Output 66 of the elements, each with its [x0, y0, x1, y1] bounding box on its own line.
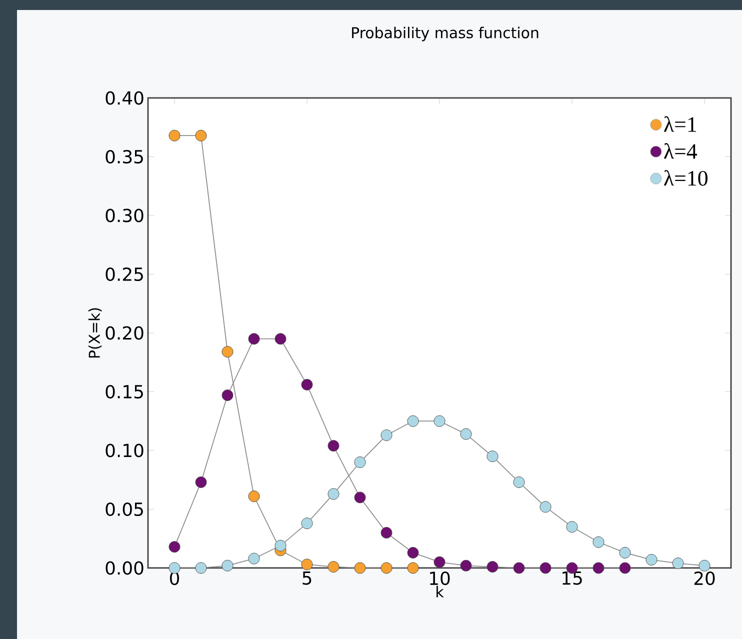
- x-tick-label: 5: [302, 572, 312, 585]
- point: [301, 518, 313, 530]
- y-tick-label: 0.40: [106, 91, 144, 105]
- point: [328, 440, 340, 452]
- y-tick-label: 0.15: [106, 384, 143, 399]
- point: [168, 130, 180, 142]
- point: [619, 562, 631, 574]
- y-tick-label: 0.35: [106, 150, 143, 164]
- legend-label: λ=10: [664, 170, 708, 186]
- chart-title: Probability mass function: [352, 26, 538, 42]
- point: [248, 333, 260, 345]
- x-tick-label: 20: [694, 572, 715, 586]
- point: [434, 415, 446, 427]
- point: [195, 130, 207, 142]
- point: [328, 561, 340, 573]
- point: [513, 476, 525, 488]
- point: [380, 526, 392, 538]
- point: [222, 560, 234, 572]
- y-tick-label: 0.30: [106, 208, 144, 222]
- point: [460, 428, 472, 440]
- point: [540, 562, 552, 574]
- point: [407, 562, 419, 574]
- point: [195, 562, 207, 574]
- point: [354, 456, 366, 468]
- x-axis-title: k: [436, 586, 444, 598]
- x-tick-label: 15: [562, 572, 582, 585]
- y-tick-label: 0.25: [106, 267, 143, 282]
- point: [380, 429, 392, 441]
- y-tick-label: 0.00: [106, 561, 144, 575]
- point: [407, 546, 419, 558]
- point: [328, 488, 340, 500]
- point: [195, 476, 207, 488]
- point: [248, 490, 260, 502]
- point: [222, 346, 234, 358]
- point: [460, 560, 472, 572]
- y-tick-label: 0.10: [106, 444, 144, 458]
- legend-label: λ=4: [664, 143, 698, 159]
- point: [301, 558, 313, 570]
- point: [274, 333, 286, 345]
- point: [274, 540, 286, 552]
- point: [646, 554, 658, 566]
- point: [486, 450, 498, 462]
- point: [540, 501, 552, 513]
- point: [486, 561, 498, 573]
- point: [168, 562, 180, 574]
- y-tick-label: 0.05: [106, 502, 143, 516]
- point: [354, 562, 366, 574]
- point: [434, 556, 446, 568]
- point: [301, 378, 313, 390]
- point: [698, 560, 710, 572]
- point: [168, 541, 180, 553]
- point: [513, 562, 525, 574]
- point: [380, 562, 392, 574]
- point: [672, 558, 684, 570]
- legend-label: λ=1: [664, 116, 696, 132]
- point: [354, 492, 366, 504]
- point: [619, 546, 631, 558]
- y-tick-label: 0.20: [106, 326, 144, 340]
- point: [592, 536, 604, 548]
- x-tick-label: 10: [430, 572, 450, 586]
- point: [407, 415, 419, 427]
- point: [222, 390, 234, 402]
- point: [566, 521, 578, 533]
- y-axis-title: P(X=k): [88, 308, 102, 358]
- point: [248, 552, 260, 564]
- point: [592, 562, 604, 574]
